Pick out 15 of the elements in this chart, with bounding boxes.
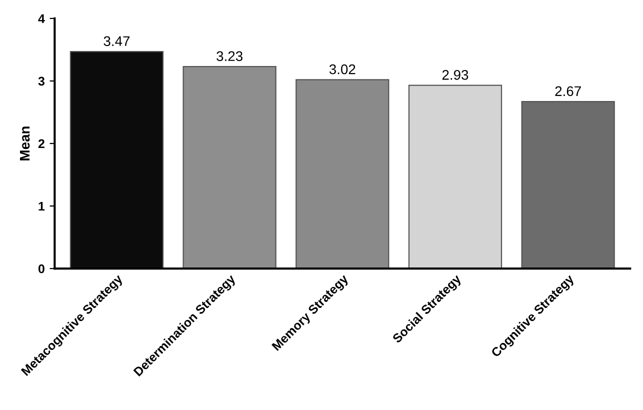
- data-label: 3.23: [216, 51, 242, 62]
- data-label: 3.02: [329, 64, 356, 74]
- bar: [521, 101, 615, 269]
- bar: [182, 66, 276, 269]
- y-tick-label: 0: [38, 264, 44, 274]
- data-label: 3.47: [104, 36, 130, 46]
- y-tick-label: 4: [38, 14, 45, 23]
- data-label: 2.67: [555, 86, 581, 96]
- y-tick-label: 2: [38, 139, 44, 148]
- bar: [296, 79, 390, 269]
- y-tick-label: 3: [38, 76, 44, 86]
- y-axis-title: Mean: [20, 126, 30, 160]
- bar: [408, 84, 502, 269]
- data-label: 2.93: [442, 70, 468, 80]
- y-tick-label: 1: [38, 202, 45, 211]
